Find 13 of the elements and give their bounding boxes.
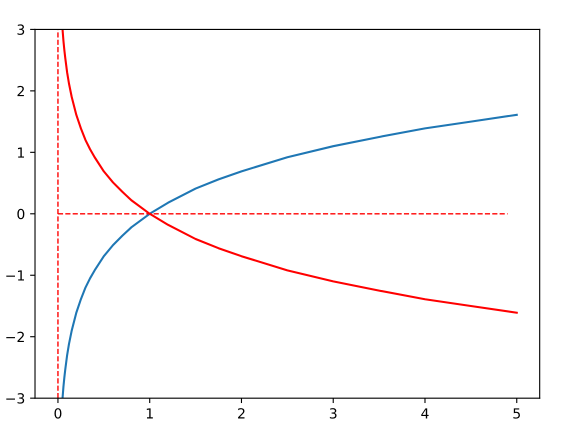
y-tick-label: 3 [18, 24, 24, 35]
x-tick-label: 2 [238, 408, 244, 418]
y-tick-label: −2 [6, 332, 24, 342]
x-tick-label: 3 [330, 408, 337, 419]
x-tick-label: 4 [421, 408, 429, 418]
x-tick-label: 0 [54, 408, 62, 419]
y-tick-label: 2 [17, 86, 24, 96]
y-tick-label: 1 [18, 147, 24, 158]
x-tick-label: 1 [146, 408, 153, 418]
y-tick-label: −3 [6, 393, 24, 404]
x-tick-label: 5 [513, 408, 520, 419]
y-tick-label: −1 [6, 270, 24, 281]
y-tick-label: 0 [17, 208, 24, 220]
